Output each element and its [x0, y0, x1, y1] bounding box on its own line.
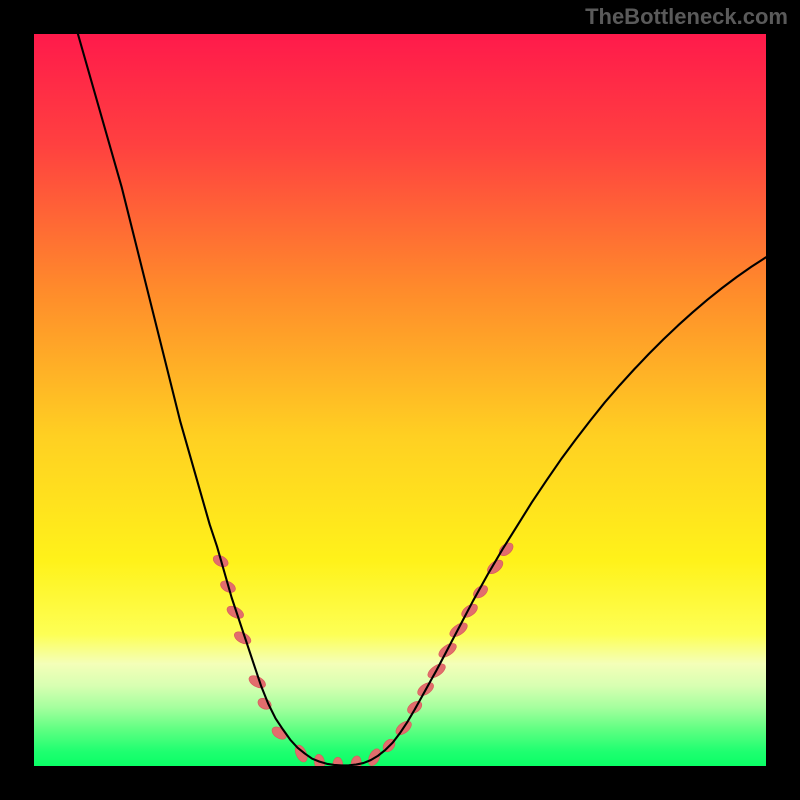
watermark-text: TheBottleneck.com: [585, 4, 788, 30]
chart-svg: [34, 34, 766, 766]
plot-area: [34, 34, 766, 766]
gradient-background: [34, 34, 766, 766]
chart-frame: TheBottleneck.com: [0, 0, 800, 800]
